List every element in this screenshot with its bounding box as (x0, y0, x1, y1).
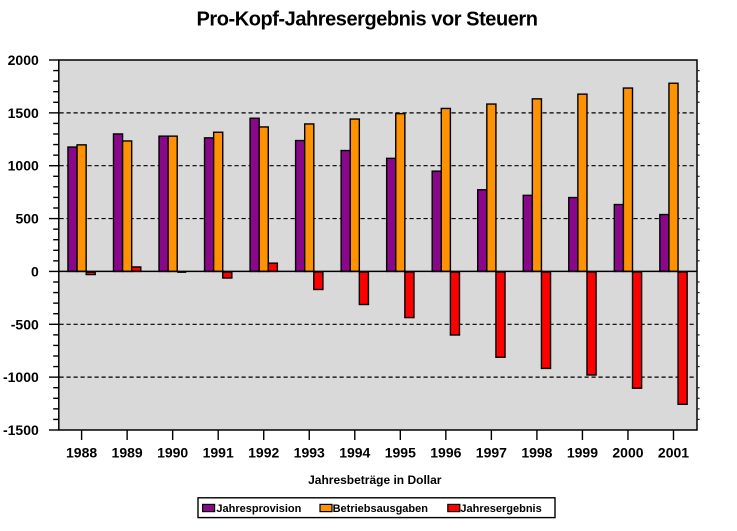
svg-text:1992: 1992 (248, 445, 279, 461)
svg-text:1988: 1988 (66, 445, 97, 461)
svg-text:1999: 1999 (567, 445, 598, 461)
svg-text:2000: 2000 (8, 52, 39, 68)
svg-text:Pro-Kopf-Jahresergebnis vor St: Pro-Kopf-Jahresergebnis vor Steuern (197, 8, 538, 30)
svg-text:1993: 1993 (294, 445, 325, 461)
svg-text:1989: 1989 (112, 445, 143, 461)
svg-text:1994: 1994 (339, 445, 370, 461)
svg-text:1990: 1990 (157, 445, 188, 461)
svg-text:-1500: -1500 (3, 422, 39, 438)
svg-text:2001: 2001 (658, 445, 689, 461)
svg-text:-1000: -1000 (3, 369, 39, 385)
svg-text:1997: 1997 (476, 445, 507, 461)
svg-text:-500: -500 (11, 316, 39, 332)
svg-text:1500: 1500 (8, 105, 39, 121)
svg-text:Jahresergebnis: Jahresergebnis (460, 503, 541, 515)
svg-text:Betriebsausgaben: Betriebsausgaben (333, 503, 429, 515)
svg-text:2000: 2000 (612, 445, 643, 461)
svg-text:1995: 1995 (385, 445, 416, 461)
svg-text:1998: 1998 (521, 445, 552, 461)
svg-text:500: 500 (15, 211, 39, 227)
svg-text:1991: 1991 (203, 445, 234, 461)
svg-text:1996: 1996 (430, 445, 461, 461)
svg-text:1000: 1000 (8, 158, 39, 174)
svg-text:Jahresbeträge in Dollar: Jahresbeträge in Dollar (308, 473, 442, 487)
svg-text:Jahresprovision: Jahresprovision (216, 503, 301, 515)
svg-text:0: 0 (31, 263, 39, 279)
